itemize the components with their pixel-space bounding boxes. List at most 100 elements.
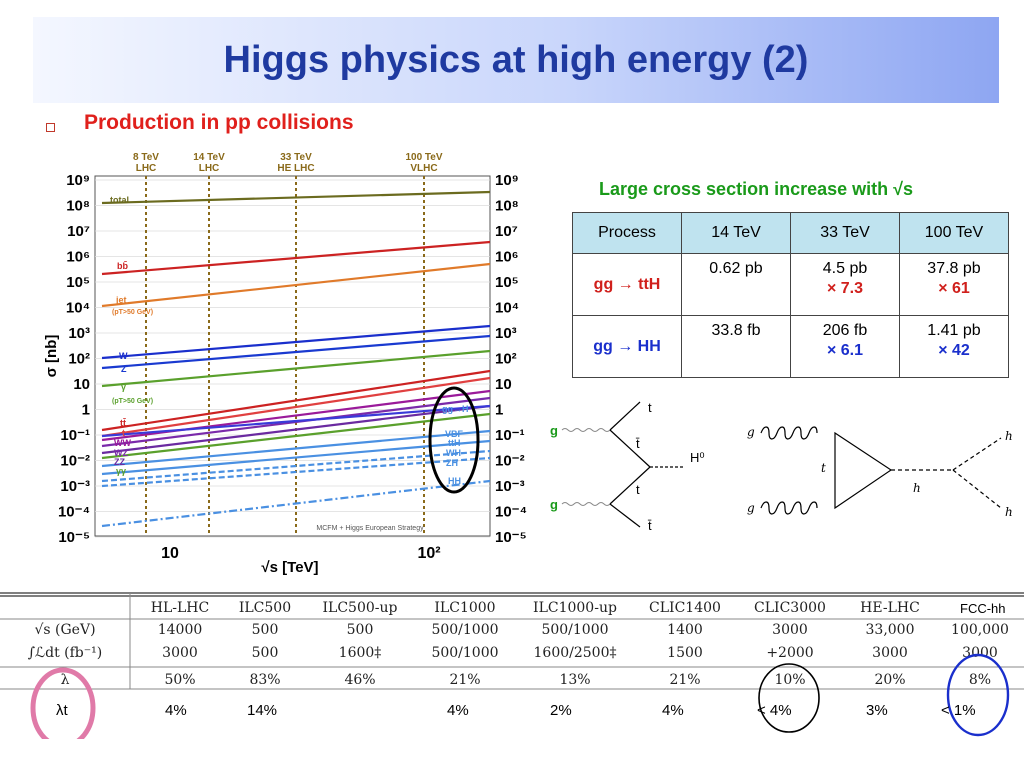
svg-text:h: h [1005,505,1013,519]
y-tick-label: 10⁻⁴ [495,504,527,521]
svg-text:33 TeV: 33 TeV [280,152,312,163]
label-hh: HH [448,476,461,486]
row-hh-33: 206 fb × 6.1 [790,315,900,378]
table-cell: 14000 [158,622,203,638]
svg-text:LHC: LHC [136,163,157,174]
column-header: CLIC1400 [649,600,721,616]
table-cell: 46% [344,672,375,688]
title-bar: Higgs physics at high energy (2) [33,17,999,103]
y-tick-label: 10⁻⁵ [495,529,527,546]
label-ww: WW [114,438,131,448]
lambda-t-value: 2% [550,702,572,719]
table-cell: 1500 [667,645,703,661]
label-t-bottom: t [636,482,640,497]
fcc-highlight [946,653,1010,737]
label-tt: tt̄ [120,418,126,428]
row-tth-33: 4.5 pb × 7.3 [790,253,900,316]
col-process: Process [572,212,682,254]
lambda-t-value: 4% [165,702,187,719]
label-tbar-bottom: t̄ [648,518,652,533]
y-tick-label: 10⁻² [495,453,525,470]
y-tick-label: 10⁻¹ [60,427,90,444]
svg-text:LHC: LHC [199,163,220,174]
label-wz: WZ [114,448,128,458]
table-cell: 1400 [667,622,703,638]
cross-section-table: Process 14 TeV 33 TeV 100 TeV gg → ttH 0… [572,212,1009,378]
svg-text:g: g [747,425,755,439]
row-tth-100: 37.8 pb × 61 [899,253,1009,316]
table-cell: 33,000 [866,622,915,638]
lambda-t-value: 14% [247,702,278,719]
y-tick-label: 1 [495,402,503,419]
svg-text:14 TeV: 14 TeV [193,152,225,163]
svg-text:h: h [1005,429,1013,443]
lambda-t-value: < 4% [757,702,792,719]
y-tick-label: 10³ [495,325,517,342]
column-header: HL-LHC [151,600,209,616]
col-14tev: 14 TeV [681,212,791,254]
table-header-note: Large cross section increase with √s [599,179,914,199]
table-cell: 20% [874,672,905,688]
label-wh: WH [446,448,461,458]
slide-title: Higgs physics at high energy (2) [223,39,809,81]
bullet-text: Production in pp collisions [84,111,354,134]
row-label: ∫ℒdt (fb⁻¹) [28,645,102,661]
label-jet-cut: (pT>50 GeV) [112,309,153,316]
label-jet: jet [115,295,127,305]
svg-text:t: t [821,461,826,475]
y-tick-label: 10⁻² [60,453,90,470]
lambda-t-highlight [30,667,96,739]
table-cell: 500 [347,622,374,638]
top-loop-triangle [834,431,893,510]
table-cell: 3000 [162,645,198,661]
y-tick-label: 10 [495,376,512,393]
y-tick-label: 10⁴ [66,300,90,317]
label-bb: bb̄ [117,261,128,271]
table-cell: 1600/2500‡ [534,645,617,661]
label-gg: γγ [116,466,126,476]
table-cell: 21% [669,672,700,688]
clic3000-highlight [758,663,820,733]
row-tth-process: gg → ttH [572,253,682,316]
lambda-t-value: < 1% [941,702,976,719]
table-cell: 50% [164,672,195,688]
label-z: Z [121,364,127,374]
gluon-line-top [561,428,611,432]
higgs-labels: gg→H VBF ttH WH ZH HH [442,404,469,486]
table-cell: +2000 [766,645,813,661]
y-tick-label: 10⁶ [66,249,90,266]
y-tick-label: 10⁷ [495,223,518,240]
x-axis-label: √s [TeV] [261,559,318,576]
y-tick-label: 10⁸ [66,198,90,215]
x-tick-10: 10 [161,545,179,562]
lambda-t-value: 3% [866,702,888,719]
col-100tev: 100 TeV [899,212,1009,254]
table-cell: 10% [774,672,805,688]
bullet-square-icon [46,123,55,132]
label-h0: H⁰ [690,450,705,465]
column-header: ILC500-up [323,600,398,616]
y-tick-label: 10⁷ [67,223,90,240]
row-tth-14: 0.62 pb [681,253,791,316]
fcc-hh-label: FCC-hh [960,601,1006,616]
y-tick-labels-left: 10⁹ 10⁸ 10⁷ 10⁶ 10⁵ 10⁴ 10³ 10² 10 1 10⁻¹ 10⁻² 10⁻³ 1… [58,172,90,546]
table-cell: 500/1000 [541,622,608,638]
svg-text:HE LHC: HE LHC [277,163,314,174]
series-labels: total bb̄ jet (pT>50 GeV) W Z γ (pT>50 G… [110,195,153,476]
row-label: λ [61,672,70,688]
svg-text:100 TeV: 100 TeV [405,152,442,163]
column-header: HE-LHC [860,600,920,616]
label-t: t [122,428,125,438]
label-tbar-top: t̄ [636,436,640,451]
y-tick-label: 10⁻¹ [495,427,525,444]
row-label: √s (GeV) [34,622,95,638]
label-g-top: g [550,423,558,438]
table-cell: 3000 [872,645,908,661]
feynman-diagram-hh: g g t h h h [747,425,1013,519]
y-tick-label: 10⁻³ [495,478,525,495]
table-cell: 500/1000 [431,645,498,661]
table-cell: 83% [249,672,280,688]
table-cell: 100,000 [951,622,1009,638]
gluon-curl-top [760,426,818,440]
